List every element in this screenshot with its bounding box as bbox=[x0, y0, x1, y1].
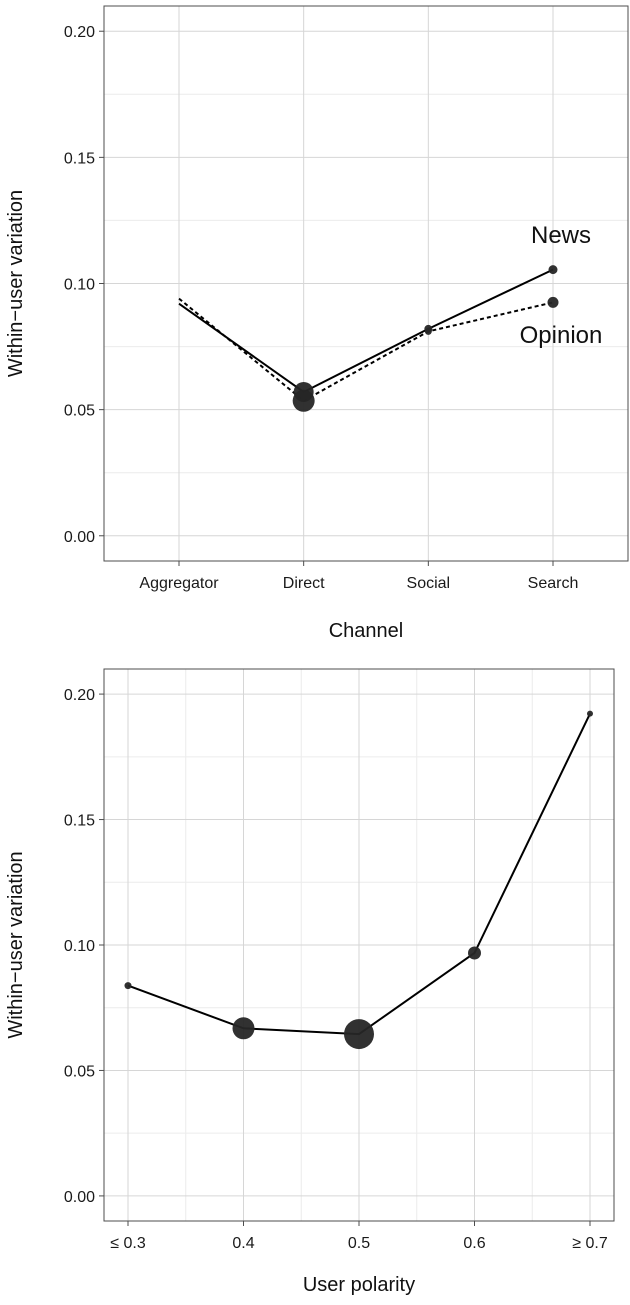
data-point bbox=[232, 1017, 255, 1040]
chart-user-polarity: 0.00 0.05 0.10 0.15 0.20 ≤ 0.3 0.4 0.5 0.6 ≥ 0.7 U… bbox=[5, 668, 615, 1296]
series-label: News bbox=[531, 222, 591, 249]
y-tick-label: 0.15 bbox=[64, 813, 95, 830]
y-tick-label: 0.20 bbox=[64, 24, 95, 41]
y-axis-title: Within−user variation bbox=[5, 190, 27, 377]
x-axis-title: User polarity bbox=[303, 1274, 415, 1296]
y-tick-label: 0.20 bbox=[64, 687, 95, 704]
x-tick-label: Aggregator bbox=[139, 575, 219, 592]
data-point bbox=[548, 265, 558, 275]
x-tick-label: Direct bbox=[283, 575, 325, 592]
x-tick-label: ≥ 0.7 bbox=[572, 1235, 608, 1252]
y-tick-label: 0.05 bbox=[64, 1063, 95, 1080]
data-point bbox=[587, 710, 593, 717]
y-tick-label: 0.10 bbox=[64, 938, 95, 955]
y-tick-label: 0.00 bbox=[64, 1189, 95, 1206]
x-tick-label: 0.5 bbox=[348, 1235, 370, 1252]
series-label: Opinion bbox=[520, 322, 603, 349]
series-line-opinion bbox=[178, 297, 554, 403]
x-tick-label: Social bbox=[407, 575, 451, 592]
x-axis-title: Channel bbox=[329, 620, 404, 642]
x-tick-label: 0.6 bbox=[463, 1235, 485, 1252]
data-point bbox=[547, 296, 559, 308]
data-point bbox=[292, 389, 315, 412]
y-tick-label: 0.00 bbox=[64, 529, 95, 546]
y-tick-label: 0.10 bbox=[64, 277, 95, 294]
data-point bbox=[424, 327, 432, 335]
y-tick-label: 0.05 bbox=[64, 403, 95, 420]
chart-channel: 0.00 0.05 0.10 0.15 0.20 Aggregator Direct Soci… bbox=[5, 5, 629, 642]
y-axis-title: Within−user variation bbox=[5, 851, 27, 1038]
x-tick-label: ≤ 0.3 bbox=[110, 1235, 146, 1252]
panel-border bbox=[103, 668, 615, 1222]
data-point bbox=[468, 946, 481, 960]
x-tick-label: Search bbox=[528, 575, 579, 592]
data-point bbox=[124, 982, 132, 990]
y-tick-label: 0.15 bbox=[64, 150, 95, 167]
data-point bbox=[344, 1019, 374, 1050]
x-tick-label: 0.4 bbox=[232, 1235, 254, 1252]
series-line-news bbox=[178, 268, 554, 394]
panel-border bbox=[103, 5, 629, 562]
